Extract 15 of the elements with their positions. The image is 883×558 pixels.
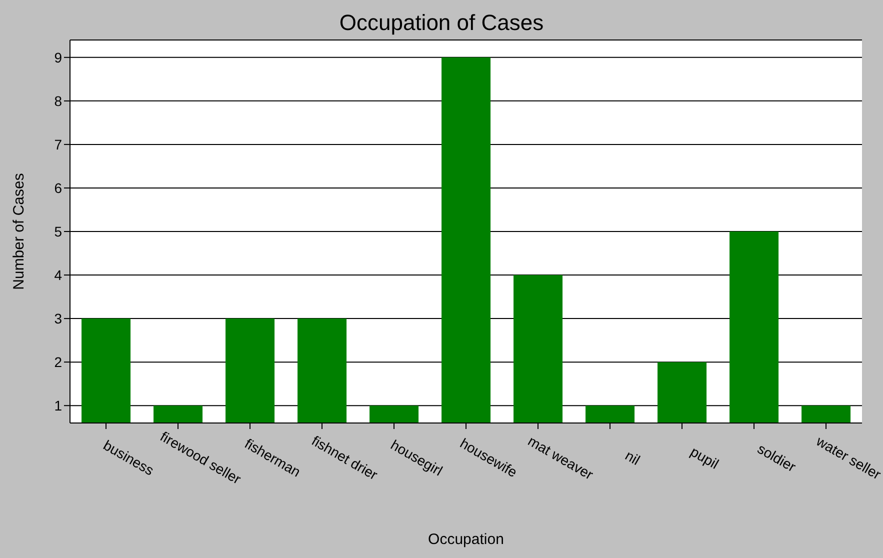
y-tick-label: 7: [54, 136, 62, 152]
chart-title: Occupation of Cases: [338, 10, 545, 36]
y-tick-label: 1: [54, 398, 62, 414]
y-tick-label: 3: [54, 310, 62, 327]
x-tick-label: water seller: [812, 432, 883, 483]
x-tick-label: pupil: [688, 443, 722, 472]
y-tick-label: 4: [54, 266, 62, 283]
x-tick-label: nil: [622, 447, 643, 468]
y-tick-label: 8: [54, 92, 62, 109]
x-axis-title: Occupation: [428, 531, 504, 548]
y-tick-label: 2: [54, 354, 62, 370]
y-tick-label: 5: [54, 223, 62, 240]
y-tick-label: 6: [54, 180, 62, 196]
y-tick-label: 9: [54, 49, 62, 66]
y-axis-title: Number of Cases: [10, 173, 28, 290]
